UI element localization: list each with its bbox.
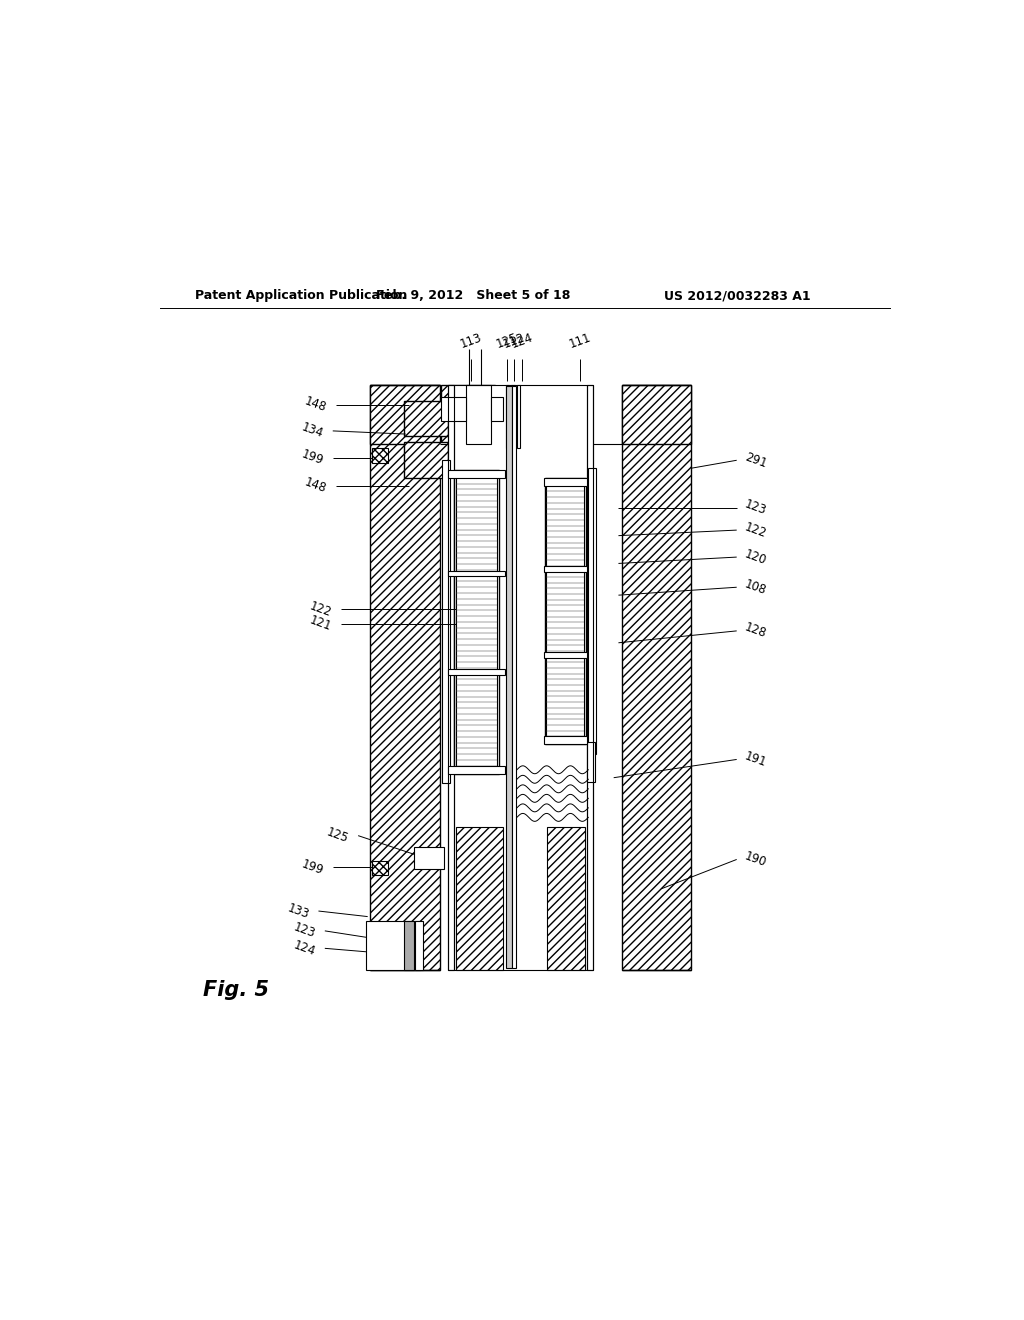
Text: 120: 120 xyxy=(743,548,768,568)
Text: 291: 291 xyxy=(743,450,769,470)
Text: 190: 190 xyxy=(743,850,768,870)
Bar xyxy=(466,385,492,445)
Bar xyxy=(447,766,505,774)
Bar xyxy=(404,920,414,970)
Text: 108: 108 xyxy=(743,577,768,597)
Text: US 2012/0032283 A1: US 2012/0032283 A1 xyxy=(664,289,811,302)
Bar xyxy=(545,478,586,744)
Text: 199: 199 xyxy=(299,858,325,878)
Bar xyxy=(373,861,388,875)
Text: 128: 128 xyxy=(743,620,768,640)
Bar xyxy=(416,920,423,970)
Bar xyxy=(455,470,499,774)
Bar xyxy=(587,385,593,970)
Text: 121: 121 xyxy=(307,614,333,634)
Text: 124: 124 xyxy=(291,939,316,958)
Text: 113: 113 xyxy=(458,331,483,351)
Bar xyxy=(506,387,512,968)
Text: 191: 191 xyxy=(743,750,769,770)
Bar xyxy=(447,470,505,478)
Text: 122: 122 xyxy=(743,520,769,540)
Text: 125: 125 xyxy=(495,331,520,351)
Bar xyxy=(544,737,587,744)
Bar xyxy=(588,469,596,754)
Bar xyxy=(370,385,440,445)
Bar xyxy=(455,385,587,970)
Bar xyxy=(440,397,466,421)
Bar xyxy=(370,385,440,970)
Bar xyxy=(373,449,388,462)
Text: Fig. 5: Fig. 5 xyxy=(204,979,269,999)
Bar xyxy=(404,442,447,478)
Text: 112: 112 xyxy=(502,331,527,351)
Bar xyxy=(492,397,503,421)
Text: 123: 123 xyxy=(292,921,316,941)
Text: 148: 148 xyxy=(302,395,328,414)
Bar xyxy=(544,652,587,657)
Bar xyxy=(517,385,520,449)
Bar xyxy=(367,920,420,970)
Text: 122: 122 xyxy=(307,599,333,619)
Bar xyxy=(447,669,505,675)
Bar xyxy=(587,742,595,781)
Text: 133: 133 xyxy=(285,902,310,921)
Bar xyxy=(447,385,455,970)
Bar xyxy=(547,826,585,970)
Bar xyxy=(441,385,496,445)
Bar xyxy=(622,385,691,445)
Text: Feb. 9, 2012   Sheet 5 of 18: Feb. 9, 2012 Sheet 5 of 18 xyxy=(376,289,570,302)
Bar xyxy=(456,473,497,771)
Bar xyxy=(544,566,587,572)
Bar xyxy=(404,401,447,437)
Bar xyxy=(414,846,443,869)
Text: 199: 199 xyxy=(299,447,325,467)
Text: 111: 111 xyxy=(567,331,593,351)
Text: 124: 124 xyxy=(509,331,535,351)
Bar xyxy=(506,385,509,449)
Bar xyxy=(622,385,691,970)
Bar xyxy=(511,385,515,449)
Text: 123: 123 xyxy=(743,498,768,517)
Bar xyxy=(447,570,505,577)
Text: 134: 134 xyxy=(299,421,325,441)
Text: 125: 125 xyxy=(325,826,350,846)
Text: Patent Application Publication: Patent Application Publication xyxy=(196,289,408,302)
Bar xyxy=(512,387,516,968)
Bar xyxy=(442,461,451,783)
Bar xyxy=(456,826,504,970)
Bar xyxy=(544,478,587,486)
Bar xyxy=(546,480,585,742)
Text: 148: 148 xyxy=(302,475,328,495)
